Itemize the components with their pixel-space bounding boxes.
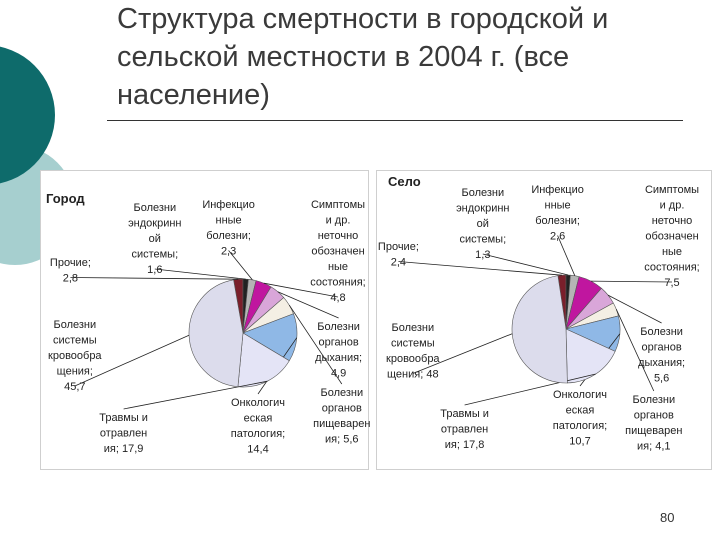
leader-line-circulatory: [412, 333, 513, 374]
pie-slice-circulatory: [511, 275, 568, 384]
leader-line-circulatory: [74, 334, 190, 387]
chart-title: Город: [46, 191, 85, 206]
pie-charts-panel: Город Прочие; 2,8 Болезни эндокринн ой системы…: [40, 170, 712, 470]
slide-number: 80: [660, 510, 675, 525]
leader-line-other: [70, 277, 239, 280]
leader-line-respiratory: [277, 291, 339, 319]
leader-line-symptoms: [263, 282, 339, 298]
leader-line-digestive: [288, 304, 343, 385]
leader-line-infectious: [228, 250, 253, 281]
slice-label-circulatory: Болезни системы кровообра щения; 48: [386, 322, 440, 381]
slice-label-injuries: Травмы и отравлен ия; 17,9: [99, 412, 148, 455]
slice-label-endocrine: Болезни эндокринн ой системы; 1,6: [128, 202, 181, 276]
slice-label-endocrine: Болезни эндокринн ой системы; 1,3: [456, 187, 509, 261]
slice-label-digestive: Болезни органов пищеварен ия; 4,1: [625, 394, 682, 453]
slice-label-other: Прочие; 2,4: [378, 241, 419, 269]
leader-line-endocrine: [482, 253, 569, 276]
chart-title: Село: [388, 174, 421, 189]
slice-label-symptoms: Симптомы и др. неточно обозначен ные состояни…: [644, 184, 699, 289]
leader-line-digestive: [615, 309, 655, 392]
slide-title: Структура смертности в городской и сельс…: [117, 3, 609, 111]
slice-label-infectious: Инфекцио нные болезни; 2,3: [202, 199, 255, 258]
slice-label-infectious: Инфекцио нные болезни; 2,6: [531, 184, 584, 243]
leader-line-endocrine: [154, 268, 246, 280]
leader-line-injuries: [464, 373, 596, 406]
title-divider: [107, 120, 683, 121]
slice-label-symptoms: Симптомы и др. неточно обозначен ные состояни…: [310, 199, 365, 304]
pie-slice-circulatory: [188, 279, 244, 388]
pie-chart-city: Город Прочие; 2,8 Болезни эндокринн ой системы…: [46, 191, 370, 456]
slice-label-respiratory: Болезни органов дыхания; 5,6: [638, 326, 685, 385]
slice-label-circulatory: Болезни системы кровообра щения; 45,7: [48, 319, 102, 393]
slice-label-injuries: Травмы и отравлен ия; 17,8: [440, 408, 489, 451]
leader-line-symptoms: [590, 280, 673, 283]
decor-circle-dark: [0, 46, 55, 184]
slice-label-digestive: Болезни органов пищеварен ия; 5,6: [313, 387, 370, 446]
leader-line-respiratory: [607, 294, 662, 324]
leader-line-injuries: [123, 380, 268, 410]
pie-chart-village: Село Прочие; 2,4 Болезни эндокринн ой системы;…: [378, 174, 700, 453]
leader-line-other: [398, 261, 562, 276]
slice-label-other: Прочие; 2,8: [50, 257, 91, 285]
slice-label-oncology: Онкологич еская патология; 10,7: [553, 389, 607, 448]
slice-label-oncology: Онкологич еская патология; 14,4: [231, 397, 285, 456]
leader-line-infectious: [557, 235, 576, 276]
